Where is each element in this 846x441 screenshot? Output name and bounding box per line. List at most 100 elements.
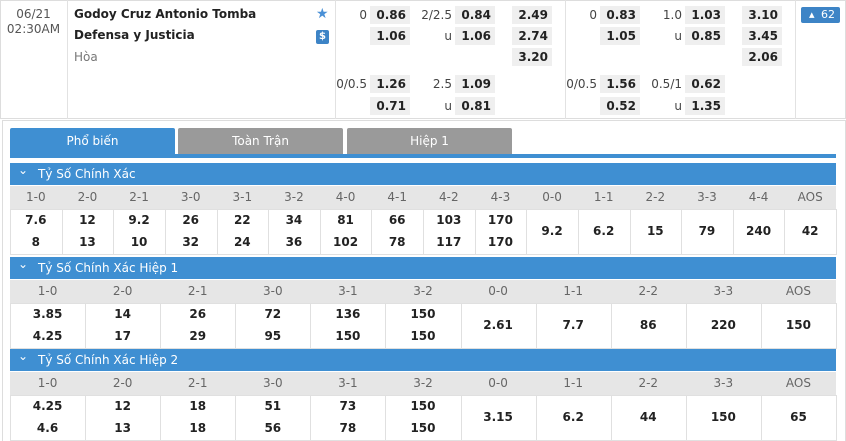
odds-value[interactable]: 36	[285, 235, 303, 249]
odds-box[interactable]: 2.74	[512, 27, 552, 45]
odds-value[interactable]: 78	[388, 235, 406, 249]
odds-value[interactable]: 86	[639, 318, 657, 332]
odds-value[interactable]: 170	[487, 213, 513, 227]
odds-value[interactable]: 150	[335, 329, 361, 343]
odds-value[interactable]: 150	[410, 421, 436, 435]
odds-value[interactable]: 9.2	[128, 213, 150, 227]
odds-value[interactable]: 24	[233, 235, 251, 249]
total-line: u	[674, 99, 682, 113]
odds-value[interactable]: 136	[335, 307, 361, 321]
odds-value[interactable]: 12	[79, 213, 96, 227]
odds-box[interactable]: 1.05	[600, 27, 640, 45]
odds-box[interactable]: 0.52	[600, 97, 640, 115]
odds-value[interactable]: 150	[710, 410, 736, 424]
odds-value[interactable]: 4.6	[36, 421, 59, 435]
odds-value[interactable]: 7.7	[562, 318, 584, 332]
odds-value[interactable]: 6.2	[593, 224, 615, 238]
odds-box[interactable]: 1.06	[455, 27, 495, 45]
odds-value[interactable]: 56	[264, 421, 282, 435]
tab[interactable]: Toàn Trận	[178, 128, 343, 154]
tab-active[interactable]: Phổ biến	[10, 128, 175, 154]
odds-box[interactable]: 1.03	[685, 6, 725, 24]
odds-value[interactable]: 13	[79, 235, 96, 249]
odds-value[interactable]: 13	[114, 421, 131, 435]
odds-value[interactable]: 78	[339, 421, 357, 435]
odds-value[interactable]: 73	[339, 399, 357, 413]
odds-box[interactable]: 2.49	[512, 6, 552, 24]
odds-value[interactable]: 150	[785, 318, 811, 332]
odds-value[interactable]: 14	[114, 307, 131, 321]
odds-value[interactable]: 220	[710, 318, 736, 332]
odds-box[interactable]: 0.81	[455, 97, 495, 115]
column-header: 1-1	[563, 284, 583, 298]
odds-value[interactable]: 150	[410, 329, 436, 343]
odds-value[interactable]: 95	[264, 329, 282, 343]
odds-value[interactable]: 65	[790, 410, 807, 424]
column-header: 4-1	[387, 190, 407, 204]
dollar-icon: $	[316, 30, 329, 44]
odds-value[interactable]: 26	[189, 307, 207, 321]
odds-value[interactable]: 79	[698, 224, 716, 238]
odds-value[interactable]: 102	[333, 235, 359, 249]
odds-value[interactable]: 117	[436, 235, 462, 249]
odds-value[interactable]: 150	[410, 307, 436, 321]
column-header: 1-0	[37, 376, 58, 390]
odds-value[interactable]: 150	[410, 399, 436, 413]
odds-box[interactable]: 3.10	[742, 6, 782, 24]
odds-value[interactable]: 34	[285, 213, 303, 227]
total-line: u	[674, 29, 682, 43]
section-header[interactable]: ⌄ Tỷ Số Chính Xác	[10, 163, 836, 185]
odds-value[interactable]: 9.2	[541, 224, 563, 238]
odds-value[interactable]: 17	[114, 329, 131, 343]
odds-value[interactable]: 103	[436, 213, 462, 227]
column-header: 0-0	[488, 284, 508, 298]
tab[interactable]: Hiệp 1	[347, 128, 512, 154]
odds-value[interactable]: 29	[189, 329, 207, 343]
section-header[interactable]: ⌄ Tỷ Số Chính Xác Hiệp 1	[10, 257, 836, 279]
section-title: Tỷ Số Chính Xác	[38, 167, 136, 181]
odds-box[interactable]: 0.71	[370, 97, 410, 115]
odds-value[interactable]: 4.25	[32, 329, 63, 343]
odds-value[interactable]: 4.25	[32, 399, 63, 413]
odds-value[interactable]: 81	[337, 213, 354, 227]
odds-value[interactable]: 12	[114, 399, 131, 413]
more-button[interactable]: ▴ 62	[801, 7, 840, 23]
odds-value[interactable]: 10	[130, 235, 148, 249]
odds-box[interactable]: 2.06	[742, 48, 782, 66]
odds-value[interactable]: 2.61	[483, 318, 513, 332]
odds-value[interactable]: 44	[639, 410, 657, 424]
odds-value[interactable]: 240	[746, 224, 772, 238]
odds-value[interactable]: 32	[182, 235, 200, 249]
odds-box[interactable]: 0.83	[600, 6, 640, 24]
column-header: 0-0	[542, 190, 562, 204]
odds-box[interactable]: 1.26	[370, 75, 410, 93]
odds-box[interactable]: 1.06	[370, 27, 410, 45]
odds-value[interactable]: 18	[189, 399, 207, 413]
odds-value[interactable]: 51	[264, 399, 282, 413]
odds-value[interactable]: 22	[233, 213, 251, 227]
chevron: ⌄	[18, 349, 29, 363]
odds-box[interactable]: 3.45	[742, 27, 782, 45]
odds-value[interactable]: 42	[801, 224, 819, 238]
odds-box[interactable]: 1.35	[685, 97, 725, 115]
odds-value[interactable]: 66	[388, 213, 406, 227]
odds-box[interactable]: 0.86	[370, 6, 410, 24]
section-header[interactable]: ⌄ Tỷ Số Chính Xác Hiệp 2	[10, 349, 836, 371]
odds-value[interactable]: 18	[189, 421, 207, 435]
odds-box[interactable]: 0.85	[685, 27, 725, 45]
odds-box[interactable]: 0.62	[685, 75, 725, 93]
chevron: ⌄	[18, 257, 29, 271]
odds-value[interactable]: 170	[487, 235, 513, 249]
odds-box[interactable]: 0.84	[455, 6, 495, 24]
odds-value[interactable]: 3.15	[483, 410, 513, 424]
odds-value[interactable]: 3.85	[32, 307, 63, 321]
odds-value[interactable]: 7.6	[25, 213, 47, 227]
odds-value[interactable]: 6.2	[562, 410, 584, 424]
odds-box[interactable]: 3.20	[512, 48, 552, 66]
odds-box[interactable]: 1.56	[600, 75, 640, 93]
odds-value[interactable]: 8	[31, 235, 40, 249]
odds-value[interactable]: 72	[264, 307, 282, 321]
odds-value[interactable]: 26	[182, 213, 200, 227]
odds-box[interactable]: 1.09	[455, 75, 495, 93]
odds-value[interactable]: 15	[646, 224, 664, 238]
